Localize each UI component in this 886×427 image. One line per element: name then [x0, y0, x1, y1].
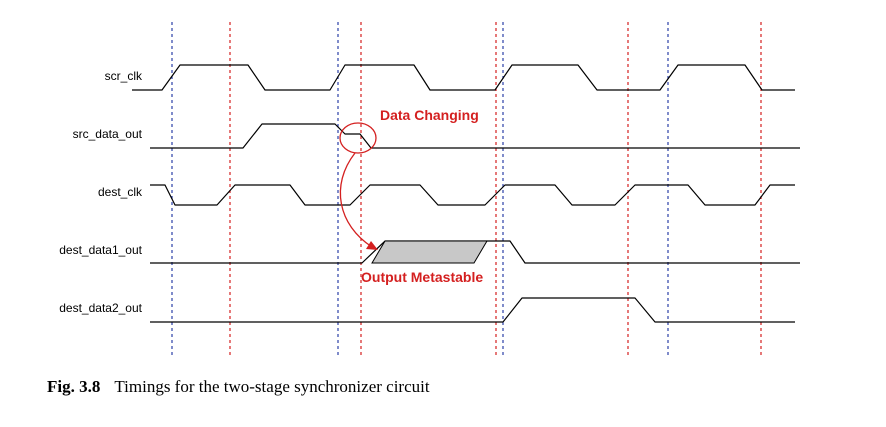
waveforms: [132, 64, 800, 323]
signal-label-dest-clk: dest_clk: [98, 185, 143, 199]
signal-label-dest-data2-out: dest_data2_out: [59, 301, 142, 315]
data-changing-highlight: [339, 122, 377, 154]
data-changing-label: Data Changing: [380, 107, 479, 123]
metastable-region: [371, 240, 488, 264]
waveform-dest-data2-out: [150, 297, 795, 323]
waveform-scr-clk: [132, 64, 795, 91]
arrowhead-icon: [366, 241, 378, 250]
waveform-dest-clk: [150, 184, 795, 206]
figure-number: Fig. 3.8: [47, 377, 101, 396]
signal-label-src-data-out: src_data_out: [73, 127, 143, 141]
figure-caption-text: Timings for the two-stage synchronizer c…: [114, 377, 430, 396]
figure-caption: Fig. 3.8 Timings for the two-stage synchr…: [47, 377, 430, 397]
annotation-arrow: [339, 152, 373, 248]
output-metastable-label: Output Metastable: [361, 269, 483, 285]
signal-label-dest-data1-out: dest_data1_out: [59, 243, 142, 257]
waveform-src-data-out: [150, 123, 800, 149]
signal-label-scr-clk: scr_clk: [105, 69, 143, 83]
edge-markers: [171, 22, 762, 355]
